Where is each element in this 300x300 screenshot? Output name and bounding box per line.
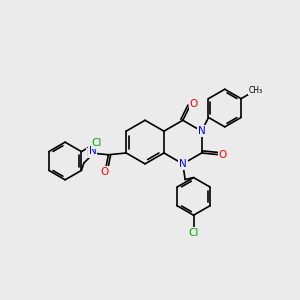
Text: O: O [100,167,109,177]
Text: Cl: Cl [92,138,102,148]
Text: O: O [218,150,226,160]
Text: N: N [179,159,187,169]
Text: H: H [86,149,93,158]
Text: N: N [89,146,97,156]
Text: N: N [198,126,206,136]
Text: CH₃: CH₃ [249,86,263,95]
Text: Cl: Cl [188,228,199,238]
Text: O: O [190,99,198,109]
